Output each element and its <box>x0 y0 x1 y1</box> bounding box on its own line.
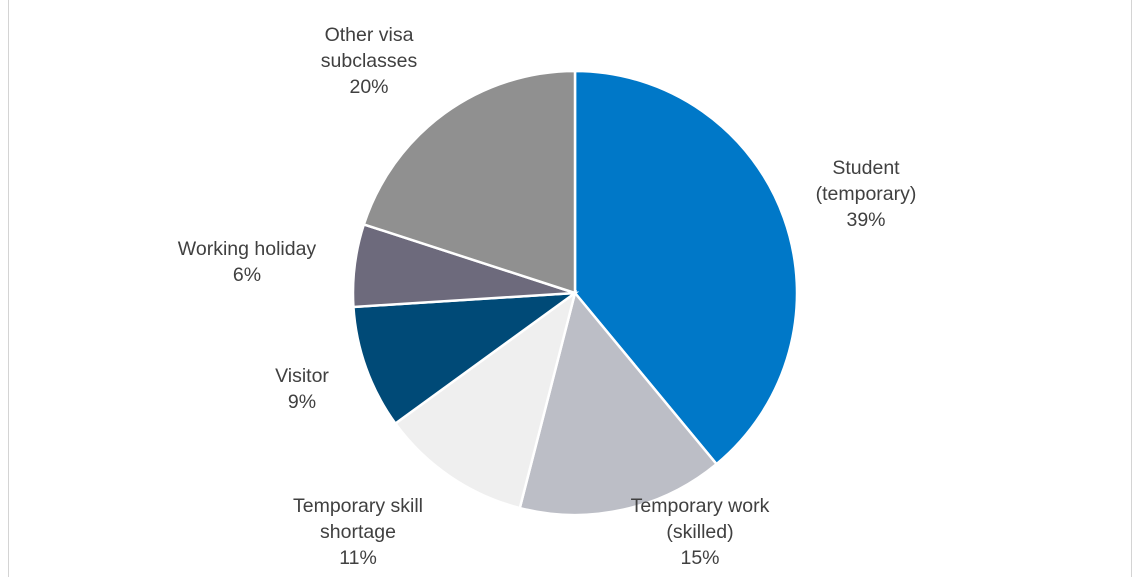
slice-category-label: shortage <box>320 521 396 543</box>
slice-percent-label: 15% <box>680 547 719 569</box>
slice-category-label: (temporary) <box>816 183 917 205</box>
pie-slices <box>351 69 799 517</box>
slice-label-student-temporary: Student (temporary) 39% <box>816 157 917 231</box>
pie-labels: Student (temporary) 39% Temporary work (skil… <box>178 24 917 569</box>
pie-slice-other-visa-subclasses <box>362 69 577 295</box>
pie-slice-temporary-work-skilled <box>518 290 719 517</box>
slice-category-label: Visitor <box>275 365 329 387</box>
slice-category-label: (skilled) <box>666 521 733 543</box>
slice-label-temporary-skill-shortage: Temporary skill shortage 11% <box>293 495 423 569</box>
slice-label-working-holiday: Working holiday 6% <box>178 238 317 286</box>
slice-percent-label: 20% <box>349 76 388 98</box>
slice-percent-label: 11% <box>339 547 377 569</box>
slice-category-label: Other visa <box>325 24 414 46</box>
slice-category-label: Temporary work <box>631 495 770 517</box>
slice-category-label: subclasses <box>321 50 418 72</box>
slice-label-temporary-work-skilled: Temporary work (skilled) 15% <box>631 495 770 569</box>
slice-percent-label: 6% <box>233 264 261 286</box>
slice-label-visitor: Visitor 9% <box>275 365 329 413</box>
slice-category-label: Student <box>832 157 900 179</box>
slice-category-label: Temporary skill <box>293 495 423 517</box>
slice-percent-label: 9% <box>288 391 316 413</box>
pie-slice-visitor <box>352 291 580 426</box>
slice-category-label: Working holiday <box>178 238 317 260</box>
pie-slice-student-temporary <box>573 69 799 466</box>
pie-slice-temporary-skill-shortage <box>393 289 578 510</box>
slice-percent-label: 39% <box>846 209 885 231</box>
slice-label-other-visa-subclasses: Other visa subclasses 20% <box>321 24 418 98</box>
